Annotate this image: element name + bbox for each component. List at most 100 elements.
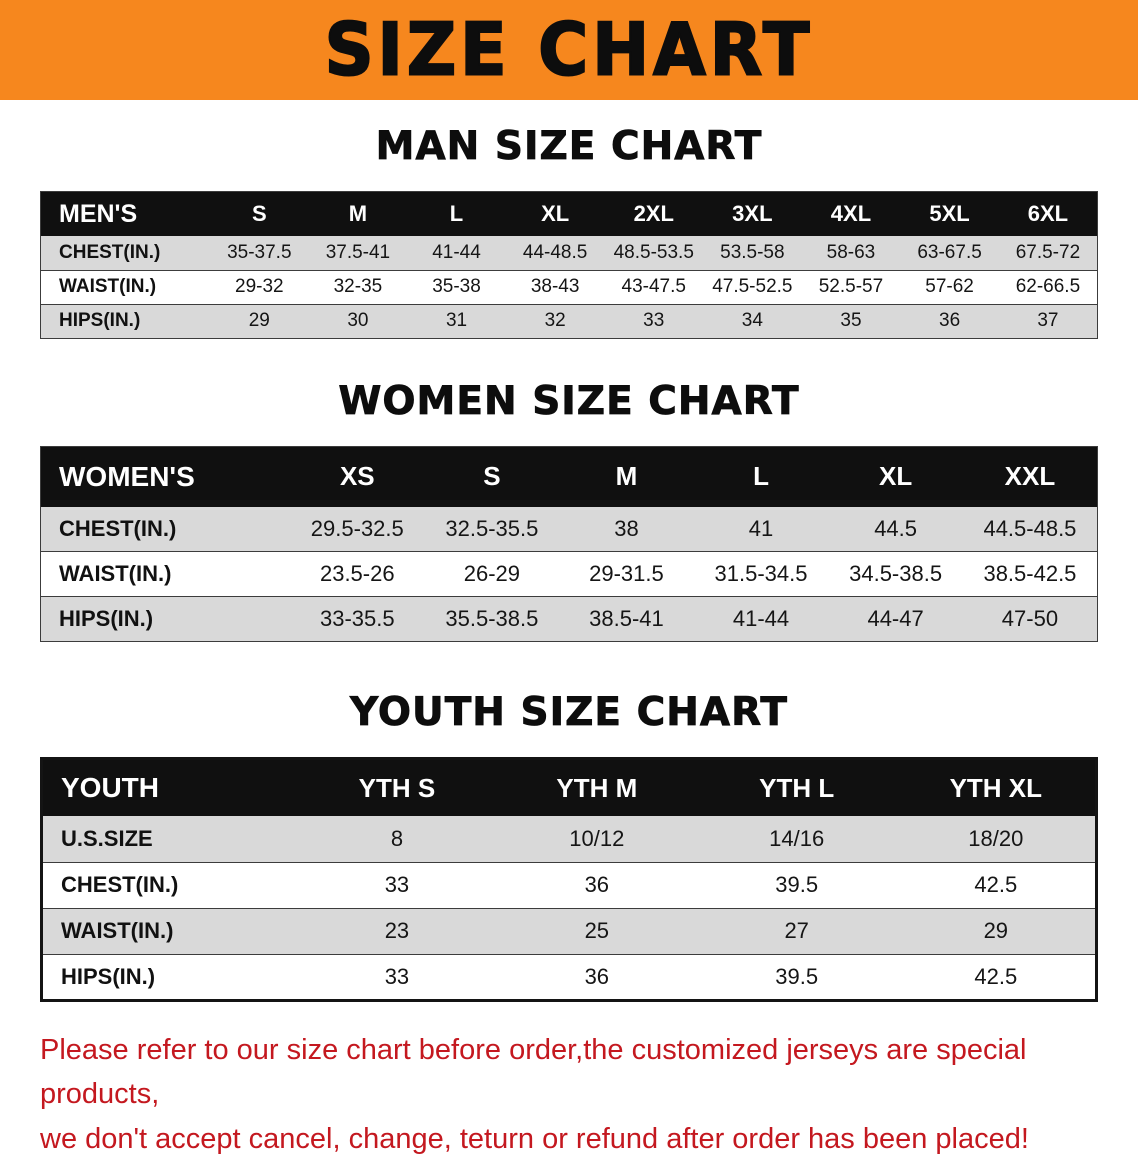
measurement-value-cell: 33 xyxy=(297,954,497,1000)
measurement-value-cell: 48.5-53.5 xyxy=(604,236,703,270)
size-header-cell: 5XL xyxy=(900,192,999,237)
measurement-value-cell: 44-48.5 xyxy=(506,236,605,270)
measurement-value-cell: 29.5-32.5 xyxy=(290,507,425,552)
measurement-value-cell: 44-47 xyxy=(828,597,963,642)
measurement-value-cell: 42.5 xyxy=(897,954,1097,1000)
measurement-value-cell: 10/12 xyxy=(497,816,697,862)
size-header-cell: YTH XL xyxy=(897,759,1097,817)
measurement-value-cell: 38.5-41 xyxy=(559,597,694,642)
measurement-value-cell: 34.5-38.5 xyxy=(828,552,963,597)
measurement-value-cell: 67.5-72 xyxy=(999,236,1098,270)
size-header-cell: YTH L xyxy=(697,759,897,817)
measurement-value-cell: 30 xyxy=(309,304,408,338)
measurement-value-cell: 26-29 xyxy=(425,552,560,597)
measurement-value-cell: 42.5 xyxy=(897,862,1097,908)
measurement-value-cell: 35 xyxy=(802,304,901,338)
size-header-cell: L xyxy=(694,446,829,507)
measurement-value-cell: 31.5-34.5 xyxy=(694,552,829,597)
measurement-value-cell: 34 xyxy=(703,304,802,338)
measurement-value-cell: 38.5-42.5 xyxy=(963,552,1098,597)
measurement-label-cell: HIPS(IN.) xyxy=(41,597,291,642)
size-header-cell: S xyxy=(425,446,560,507)
measurement-label-cell: HIPS(IN.) xyxy=(42,954,298,1000)
measurement-value-cell: 14/16 xyxy=(697,816,897,862)
measurement-label-cell: CHEST(IN.) xyxy=(41,507,291,552)
table-title-cell: MEN'S xyxy=(41,192,211,237)
measurement-value-cell: 29 xyxy=(897,908,1097,954)
measurement-value-cell: 41 xyxy=(694,507,829,552)
measurement-label-cell: WAIST(IN.) xyxy=(41,270,211,304)
size-header-cell: XL xyxy=(506,192,605,237)
measurement-value-cell: 41-44 xyxy=(694,597,829,642)
measurement-value-cell: 38-43 xyxy=(506,270,605,304)
measurement-label-cell: HIPS(IN.) xyxy=(41,304,211,338)
measurement-value-cell: 32-35 xyxy=(309,270,408,304)
measurement-value-cell: 8 xyxy=(297,816,497,862)
table-title-cell: YOUTH xyxy=(42,759,298,817)
size-header-cell: YTH S xyxy=(297,759,497,817)
page-title: SIZE CHART xyxy=(325,8,814,92)
measurement-value-cell: 32 xyxy=(506,304,605,338)
size-header-cell: 2XL xyxy=(604,192,703,237)
measurement-value-cell: 36 xyxy=(900,304,999,338)
size-header-cell: S xyxy=(210,192,309,237)
men-section-heading: MAN SIZE CHART xyxy=(0,100,1138,169)
measurement-value-cell: 52.5-57 xyxy=(802,270,901,304)
size-chart-banner: SIZE CHART xyxy=(0,0,1138,100)
measurement-value-cell: 47-50 xyxy=(963,597,1098,642)
measurement-value-cell: 29-32 xyxy=(210,270,309,304)
measurement-value-cell: 44.5 xyxy=(828,507,963,552)
measurement-value-cell: 18/20 xyxy=(897,816,1097,862)
size-header-cell: XXL xyxy=(963,446,1098,507)
measurement-value-cell: 29 xyxy=(210,304,309,338)
size-header-cell: M xyxy=(309,192,408,237)
size-header-cell: 6XL xyxy=(999,192,1098,237)
measurement-value-cell: 33 xyxy=(604,304,703,338)
size-header-cell: XL xyxy=(828,446,963,507)
measurement-label-cell: CHEST(IN.) xyxy=(41,236,211,270)
size-header-cell: XS xyxy=(290,446,425,507)
note-line-1: Please refer to our size chart before or… xyxy=(40,1028,1118,1118)
measurement-label-cell: WAIST(IN.) xyxy=(41,552,291,597)
measurement-value-cell: 32.5-35.5 xyxy=(425,507,560,552)
size-header-cell: 4XL xyxy=(802,192,901,237)
measurement-value-cell: 33 xyxy=(297,862,497,908)
measurement-value-cell: 35.5-38.5 xyxy=(425,597,560,642)
measurement-value-cell: 38 xyxy=(559,507,694,552)
measurement-value-cell: 62-66.5 xyxy=(999,270,1098,304)
measurement-label-cell: CHEST(IN.) xyxy=(42,862,298,908)
measurement-value-cell: 36 xyxy=(497,862,697,908)
youth-section-heading: YOUTH SIZE CHART xyxy=(0,642,1138,735)
measurement-value-cell: 53.5-58 xyxy=(703,236,802,270)
size-header-cell: 3XL xyxy=(703,192,802,237)
measurement-value-cell: 44.5-48.5 xyxy=(963,507,1098,552)
measurement-label-cell: WAIST(IN.) xyxy=(42,908,298,954)
size-header-cell: YTH M xyxy=(497,759,697,817)
measurement-value-cell: 37.5-41 xyxy=(309,236,408,270)
measurement-value-cell: 35-37.5 xyxy=(210,236,309,270)
size-header-cell: L xyxy=(407,192,506,237)
measurement-value-cell: 63-67.5 xyxy=(900,236,999,270)
measurement-value-cell: 33-35.5 xyxy=(290,597,425,642)
measurement-value-cell: 58-63 xyxy=(802,236,901,270)
measurement-value-cell: 29-31.5 xyxy=(559,552,694,597)
note-line-2: we don't accept cancel, change, teturn o… xyxy=(40,1117,1118,1162)
order-policy-note: Please refer to our size chart before or… xyxy=(40,1028,1118,1162)
measurement-value-cell: 43-47.5 xyxy=(604,270,703,304)
measurement-value-cell: 23 xyxy=(297,908,497,954)
size-header-cell: M xyxy=(559,446,694,507)
